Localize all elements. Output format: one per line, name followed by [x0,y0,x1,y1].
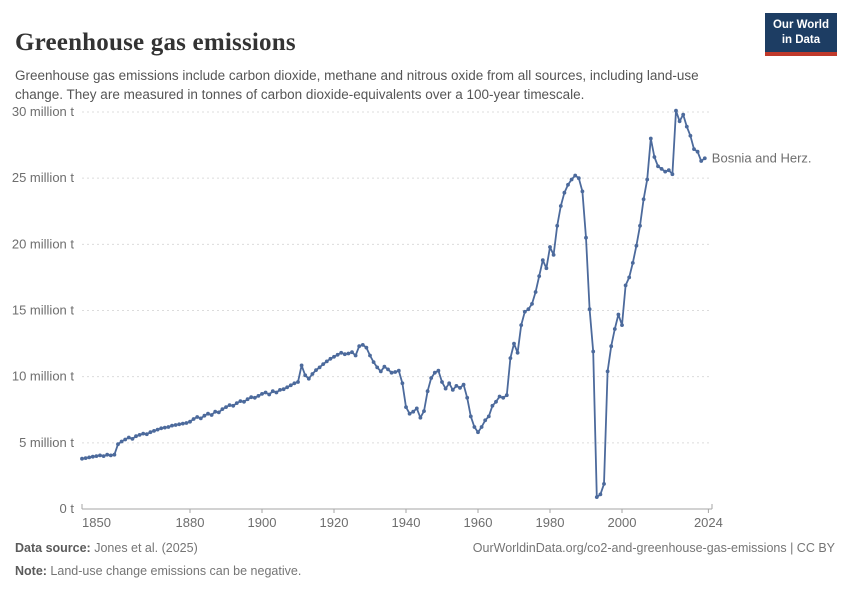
svg-text:1980: 1980 [536,515,565,530]
x-axis: 1850 1880 1900 1920 1940 1960 1980 2000 2024 [81,504,723,530]
note-label: Note: [15,564,47,578]
svg-text:1850: 1850 [82,515,111,530]
data-source: Data source: Jones et al. (2025) [15,541,198,555]
owid-logo-line2: in Data [781,33,821,46]
chart-note: Note: Land-use change emissions can be n… [15,564,835,578]
svg-text:2024: 2024 [694,515,723,530]
y-gridlines [82,111,712,444]
series-bosnia-and-herz[interactable] [80,108,707,499]
data-source-value: Jones et al. (2025) [90,541,198,555]
svg-text:25 million t: 25 million t [12,170,75,185]
svg-text:2000: 2000 [608,515,637,530]
series-line[interactable] [81,109,706,499]
chart-title: Greenhouse gas emissions [15,28,296,56]
svg-text:1940: 1940 [392,515,421,530]
owid-logo-line1: Our World [772,19,829,31]
svg-text:10 million t: 10 million t [12,369,75,384]
svg-text:15 million t: 15 million t [12,303,75,318]
owid-logo[interactable]: Our World in Data [764,13,837,56]
svg-text:5 million t: 5 million t [19,435,74,450]
svg-text:1880: 1880 [176,515,205,530]
svg-text:30 million t: 30 million t [12,104,75,119]
chart-svg[interactable]: 0 t 5 million t 10 million t 15 million t 20… [0,92,850,542]
y-axis-labels: 0 t 5 million t 10 million t 15 million t 20… [12,104,75,516]
svg-text:1960: 1960 [464,515,493,530]
svg-text:1900: 1900 [248,515,277,530]
data-source-label: Data source: [15,541,91,555]
citation-link[interactable]: OurWorldinData.org/co2-and-greenhouse-ga… [472,541,835,555]
svg-text:20 million t: 20 million t [12,236,75,251]
svg-text:1920: 1920 [320,515,349,530]
series-points[interactable] [80,108,707,499]
chart-footer: Data source: Jones et al. (2025) OurWorl… [15,541,835,578]
entity-label[interactable]: Bosnia and Herz. [712,150,812,165]
chart-subtitle: Greenhouse gas emissions include carbon … [15,67,699,103]
note-value: Land-use change emissions can be negativ… [46,564,302,578]
svg-text:0 t: 0 t [60,501,75,516]
